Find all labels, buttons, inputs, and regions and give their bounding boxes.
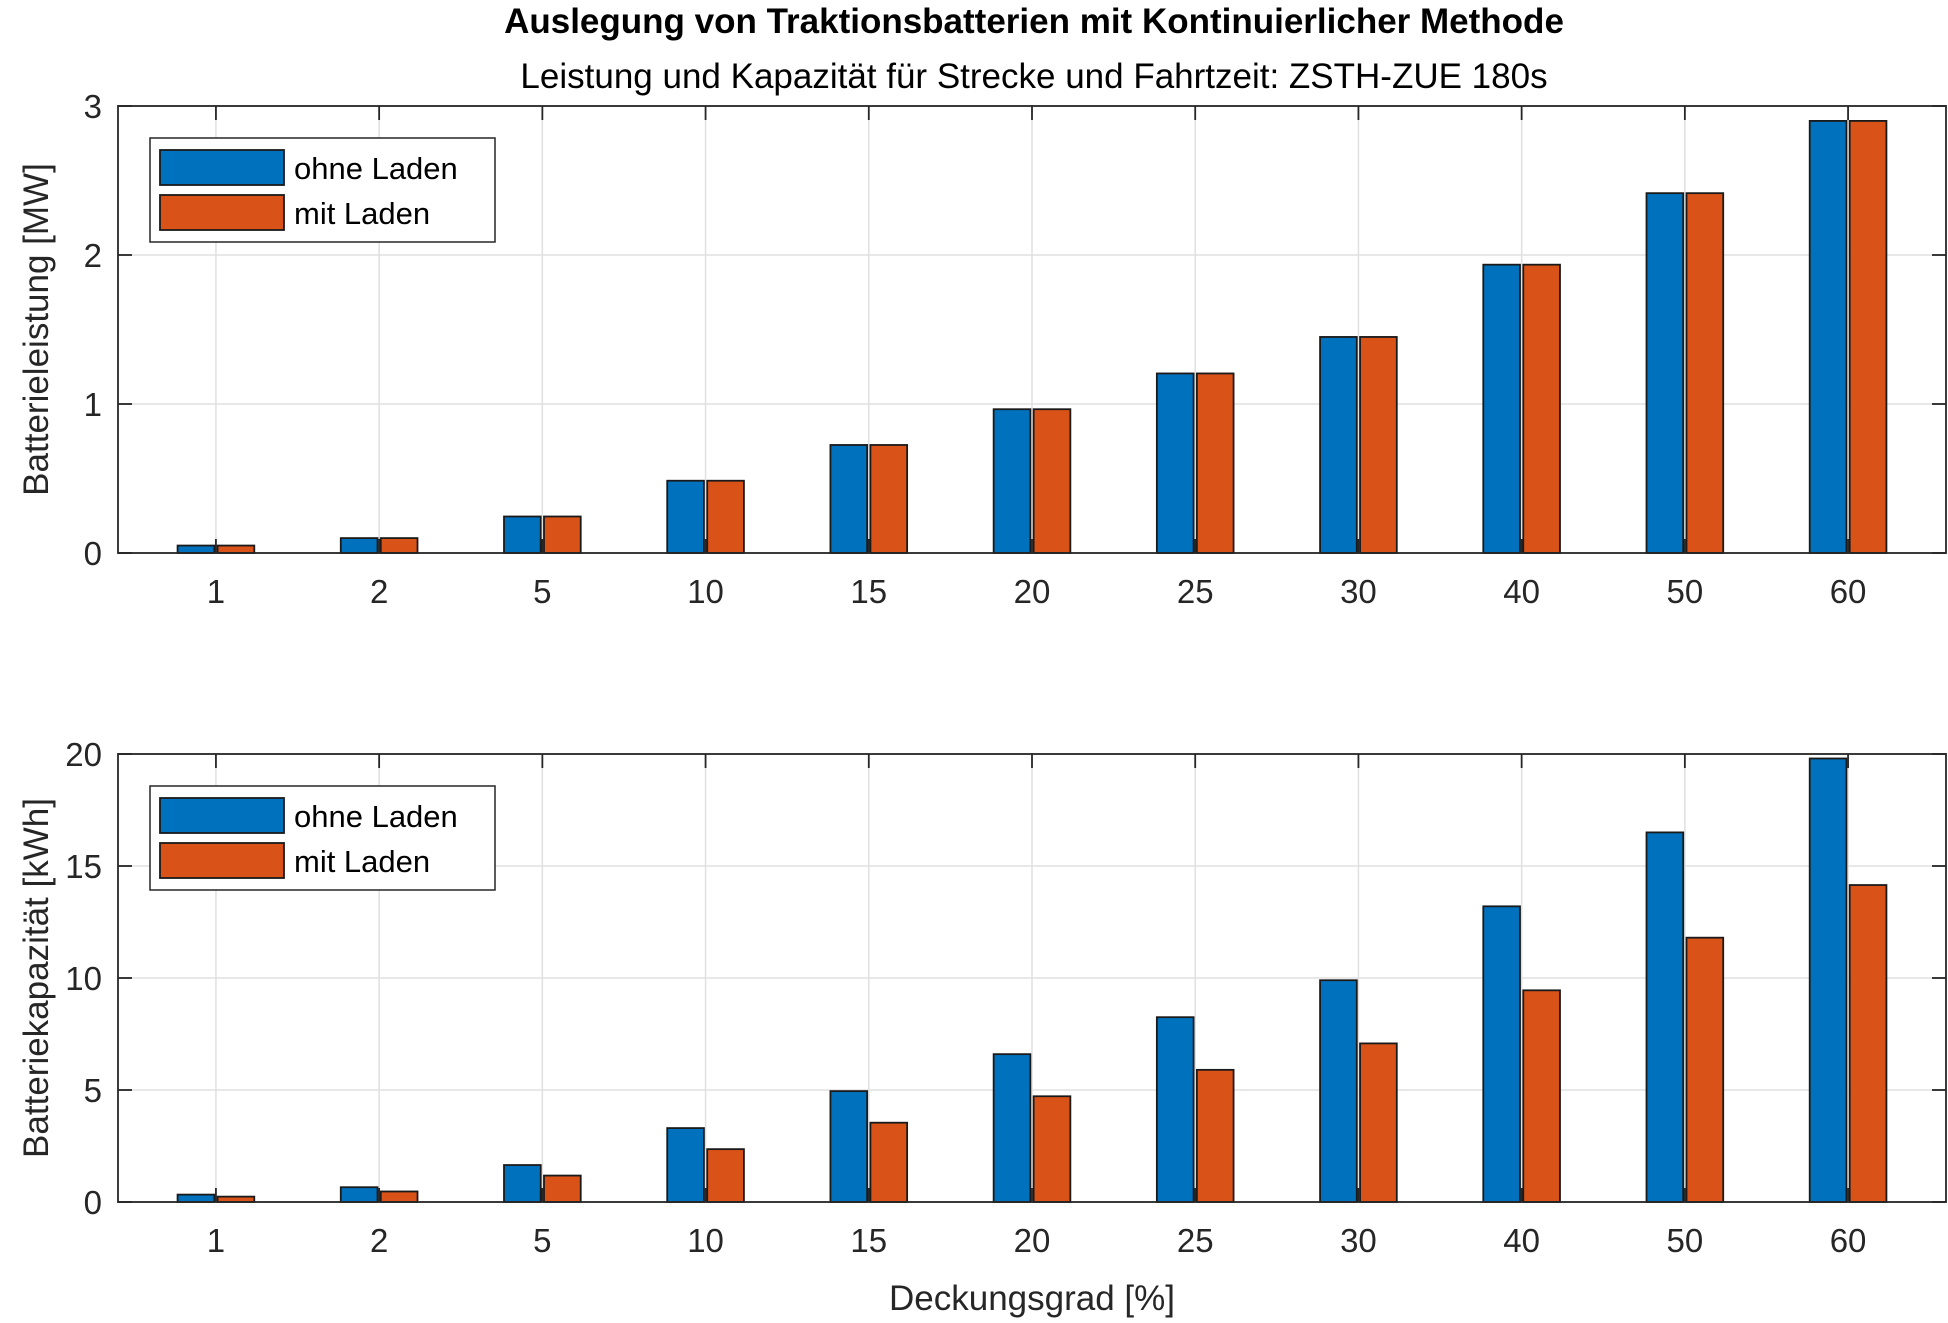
- legend-label-mit-laden: mit Laden: [294, 196, 430, 231]
- y-tick-label: 10: [65, 960, 102, 997]
- legend-swatch-mit-laden: [159, 194, 285, 231]
- bar-ohne-laden-5: [503, 515, 542, 554]
- x-tick-label: 20: [1014, 573, 1051, 610]
- bar-mit-laden-20: [1032, 408, 1072, 554]
- x-tick-label: 60: [1830, 573, 1867, 610]
- bar-ohne-laden-25: [1155, 1016, 1195, 1203]
- bar-ohne-laden-20: [992, 408, 1032, 554]
- bar-mit-laden-30: [1359, 336, 1398, 554]
- bar-mit-laden-5: [543, 515, 582, 554]
- bar-mit-laden-30: [1359, 1042, 1398, 1203]
- bar-ohne-laden-2: [339, 1186, 379, 1203]
- bar-mit-laden-40: [1522, 263, 1561, 554]
- y-tick-label: 15: [65, 848, 102, 885]
- x-tick-label: 40: [1503, 573, 1540, 610]
- bar-ohne-laden-15: [829, 1090, 869, 1203]
- x-tick-label: 5: [533, 1222, 551, 1259]
- y-tick-label: 0: [84, 1184, 102, 1221]
- y-tick-label: 2: [84, 237, 102, 274]
- y-tick-label: 1: [84, 386, 102, 423]
- x-tick-label: 2: [370, 573, 388, 610]
- y-tick-label: 20: [65, 736, 102, 773]
- y-tick-label: 0: [84, 535, 102, 572]
- bar-ohne-laden-20: [992, 1053, 1032, 1203]
- bar-ohne-laden-5: [503, 1164, 542, 1203]
- bar-ohne-laden-25: [1155, 372, 1195, 554]
- bar-ohne-laden-60: [1808, 757, 1848, 1203]
- legend-swatch-ohne-laden: [159, 149, 285, 186]
- x-tick-label: 1: [207, 573, 225, 610]
- bar-ohne-laden-10: [666, 1127, 705, 1203]
- x-tick-label: 40: [1503, 1222, 1540, 1259]
- legend-swatch-mit-laden: [159, 842, 285, 879]
- bar-mit-laden-20: [1032, 1095, 1072, 1203]
- figure-subtitle: Leistung und Kapazität für Strecke und F…: [520, 57, 1547, 96]
- bar-mit-laden-5: [543, 1174, 582, 1203]
- bar-mit-laden-60: [1848, 120, 1888, 554]
- legend-label-mit-laden: mit Laden: [294, 844, 430, 879]
- x-tick-label: 15: [850, 1222, 887, 1259]
- x-tick-label: 10: [687, 573, 724, 610]
- x-tick-label: 25: [1177, 1222, 1214, 1259]
- y-axis-label: Batteriekapazität [kWh]: [17, 798, 56, 1158]
- x-tick-label: 1: [207, 1222, 225, 1259]
- x-tick-label: 60: [1830, 1222, 1867, 1259]
- bar-mit-laden-10: [706, 479, 745, 554]
- x-tick-label: 5: [533, 573, 551, 610]
- y-tick-label: 5: [84, 1072, 102, 1109]
- x-axis-label: Deckungsgrad [%]: [889, 1279, 1175, 1318]
- bar-mit-laden-50: [1685, 936, 1725, 1203]
- bar-mit-laden-2: [379, 1190, 419, 1203]
- x-tick-label: 25: [1177, 573, 1214, 610]
- bar-ohne-laden-60: [1808, 120, 1848, 554]
- x-tick-label: 20: [1014, 1222, 1051, 1259]
- x-tick-label: 30: [1340, 573, 1377, 610]
- legend: ohne Laden mit Laden: [149, 785, 496, 891]
- bar-ohne-laden-40: [1482, 263, 1521, 554]
- x-tick-label: 30: [1340, 1222, 1377, 1259]
- bar-mit-laden-50: [1685, 192, 1725, 554]
- bar-mit-laden-10: [706, 1148, 745, 1203]
- x-tick-label: 50: [1666, 1222, 1703, 1259]
- legend-label-ohne-laden: ohne Laden: [294, 799, 458, 834]
- bar-mit-laden-15: [869, 1121, 909, 1203]
- bar-mit-laden-25: [1195, 1068, 1235, 1203]
- bar-ohne-laden-30: [1319, 336, 1358, 554]
- y-axis-label: Batterieleistung [MW]: [17, 163, 56, 496]
- legend: ohne Laden mit Laden: [149, 137, 496, 243]
- x-tick-label: 15: [850, 573, 887, 610]
- bar-ohne-laden-40: [1482, 905, 1521, 1203]
- bar-ohne-laden-1: [176, 544, 216, 554]
- legend-label-ohne-laden: ohne Laden: [294, 151, 458, 186]
- bar-mit-laden-25: [1195, 372, 1235, 554]
- bar-ohne-laden-15: [829, 444, 869, 554]
- bar-ohne-laden-30: [1319, 979, 1358, 1203]
- bar-ohne-laden-50: [1645, 192, 1685, 554]
- x-tick-label: 2: [370, 1222, 388, 1259]
- bar-ohne-laden-50: [1645, 831, 1685, 1203]
- bar-mit-laden-1: [216, 544, 256, 554]
- x-tick-label: 50: [1666, 573, 1703, 610]
- bar-ohne-laden-10: [666, 479, 705, 554]
- x-tick-label: 10: [687, 1222, 724, 1259]
- y-tick-label: 3: [84, 88, 102, 125]
- bar-mit-laden-60: [1848, 884, 1888, 1203]
- bar-mit-laden-15: [869, 444, 909, 554]
- bar-mit-laden-40: [1522, 989, 1561, 1203]
- figure-title: Auslegung von Traktionsbatterien mit Kon…: [504, 2, 1564, 41]
- bar-mit-laden-2: [379, 537, 419, 554]
- bar-ohne-laden-1: [176, 1193, 216, 1203]
- bar-ohne-laden-2: [339, 537, 379, 554]
- legend-swatch-ohne-laden: [159, 797, 285, 834]
